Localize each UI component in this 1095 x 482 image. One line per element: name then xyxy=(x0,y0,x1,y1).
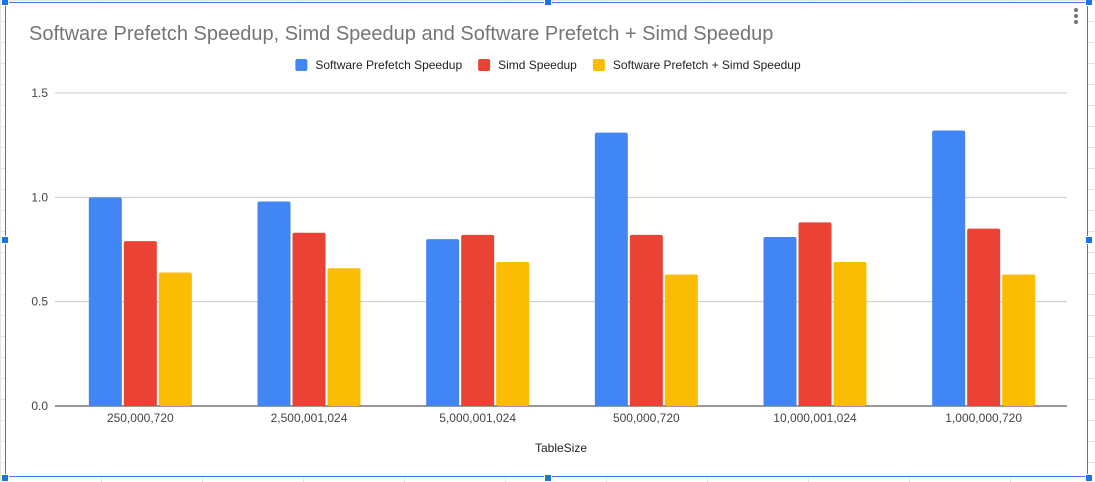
bar-software-prefetch-speedup-2[interactable] xyxy=(426,239,460,406)
bar-simd-speedup-3[interactable] xyxy=(629,234,663,406)
x-tick-label: 1,000,000,720 xyxy=(945,411,1022,425)
resize-handle-top-left[interactable] xyxy=(1,0,9,6)
bar-software-prefetch-simd-speedup-1[interactable] xyxy=(327,268,361,406)
bar-simd-speedup-4[interactable] xyxy=(798,222,832,406)
resize-handle-top-right[interactable] xyxy=(1085,0,1093,6)
x-axis-title: TableSize xyxy=(535,441,587,455)
bar-software-prefetch-simd-speedup-3[interactable] xyxy=(664,274,698,406)
x-tick-label: 250,000,720 xyxy=(107,411,174,425)
legend-item[interactable]: Software Prefetch Speedup xyxy=(295,58,462,72)
resize-handle-top-center[interactable] xyxy=(544,0,552,6)
x-tick-label: 5,000,001,024 xyxy=(439,411,516,425)
legend-swatch xyxy=(478,59,491,71)
resize-handle-middle-left[interactable] xyxy=(1,236,9,244)
bar-software-prefetch-speedup-4[interactable] xyxy=(763,236,797,406)
legend-item[interactable]: Simd Speedup xyxy=(478,58,577,72)
x-axis-ticks: 250,000,720 2,500,001,024 5,000,001,024 500… xyxy=(107,411,1022,425)
x-tick-label: 2,500,001,024 xyxy=(271,411,348,425)
more-options-icon[interactable] xyxy=(1070,8,1082,26)
bar-software-prefetch-speedup-5[interactable] xyxy=(932,130,966,406)
x-tick-label: 10,000,001,024 xyxy=(773,411,857,425)
bar-software-prefetch-simd-speedup-5[interactable] xyxy=(1002,274,1036,406)
legend-swatch xyxy=(592,59,605,71)
y-tick-label: 0.5 xyxy=(31,295,48,309)
y-tick-label: 0.0 xyxy=(31,399,48,413)
bar-software-prefetch-speedup-0[interactable] xyxy=(88,197,122,406)
legend-label: Simd Speedup xyxy=(498,58,577,72)
bar-simd-speedup-2[interactable] xyxy=(461,234,495,406)
legend-item[interactable]: Software Prefetch + Simd Speedup xyxy=(592,58,801,72)
gridlines: 0.0 0.5 1.0 1.5 xyxy=(31,86,1067,413)
chart-title: Software Prefetch Speedup, Simd Speedup … xyxy=(29,23,773,45)
bars xyxy=(88,130,1036,406)
y-tick-label: 1.5 xyxy=(31,86,48,100)
bar-software-prefetch-simd-speedup-0[interactable] xyxy=(158,272,192,406)
bar-simd-speedup-0[interactable] xyxy=(123,241,157,406)
bar-software-prefetch-speedup-1[interactable] xyxy=(257,201,291,406)
resize-handle-middle-right[interactable] xyxy=(1085,236,1093,244)
bar-software-prefetch-simd-speedup-4[interactable] xyxy=(833,262,867,406)
y-tick-label: 1.0 xyxy=(31,190,48,204)
bar-software-prefetch-speedup-3[interactable] xyxy=(594,132,628,406)
legend-label: Software Prefetch Speedup xyxy=(315,58,462,72)
legend-swatch xyxy=(295,59,308,71)
bar-simd-speedup-5[interactable] xyxy=(967,228,1001,406)
legend-label: Software Prefetch + Simd Speedup xyxy=(613,58,801,72)
legend: Software Prefetch Speedup Simd Speedup Sof… xyxy=(295,58,801,72)
x-tick-label: 500,000,720 xyxy=(613,411,680,425)
bar-simd-speedup-1[interactable] xyxy=(292,232,326,406)
bar-software-prefetch-simd-speedup-2[interactable] xyxy=(496,262,530,406)
